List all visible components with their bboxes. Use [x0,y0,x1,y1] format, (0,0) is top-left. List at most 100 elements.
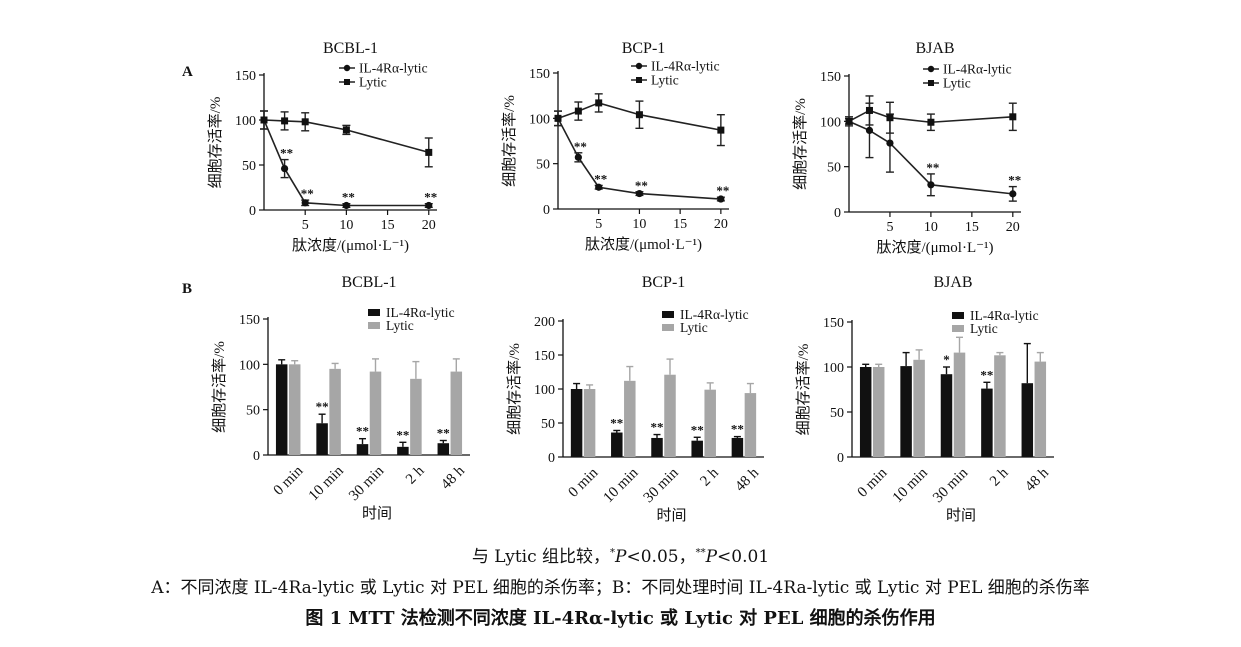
data-point-square [260,116,268,124]
legend-swatch [952,325,964,332]
x-axis-label: 肽浓度/(μmol·L⁻¹) [876,239,993,256]
chart-title: BCP-1 [642,274,686,291]
bar-0 [731,437,744,457]
y-tick-label: 100 [823,361,844,376]
bar-1 [704,389,716,457]
significance-mark: ** [1008,173,1021,188]
data-point-circle [574,153,582,161]
legend-label: IL-4Rα-lytic [386,305,455,320]
significance-mark: ** [396,427,409,442]
bar-1 [994,355,1006,457]
caption-p-symbol-1: P [615,547,627,567]
legend-swatch [662,311,674,318]
y-tick-label: 100 [820,115,841,130]
bar-0 [1021,383,1034,457]
bar-0 [611,432,623,457]
x-axis-label: 肽浓度/(μmol·L⁻¹) [292,237,409,254]
y-tick-label: 50 [541,417,555,432]
y-tick-label: 0 [253,449,260,464]
x-tick-label: 10 [339,218,353,233]
legend-label: Lytic [359,75,387,90]
bar-1 [288,364,301,455]
panel-label-a: A [182,64,193,80]
significance-mark: ** [356,424,369,439]
y-tick-label: 100 [239,358,260,373]
caption-significance: 与 Lytic 组比较，*P<0.05，**P<0.01 [0,542,1241,567]
bar-0 [316,423,328,455]
x-axis-label: 时间 [656,507,686,524]
panel-label-b: B [182,281,192,297]
caption-p-symbol-2: P [705,547,718,567]
caption-star-double: ** [695,547,706,559]
significance-mark: ** [926,160,939,175]
legend-marker-square [344,79,350,85]
y-tick-label: 0 [837,451,844,466]
legend-label: IL-4Rα-lytic [943,62,1012,77]
legend-marker-circle [343,64,351,72]
category-label: 48 h [1022,465,1052,495]
x-tick-label: 5 [302,218,309,233]
data-point-square [554,114,562,122]
data-point-square [717,126,725,134]
significance-mark: ** [574,139,587,154]
bar-chart-bjab: BJAB 0 50 100 150 细胞存活率/% 0 min 10 min * 30 min **… [795,274,1054,524]
significance-mark: ** [301,186,314,201]
chart-title: BJAB [915,40,954,57]
y-tick-label: 150 [529,67,550,82]
x-tick-label: 10 [924,220,938,235]
legend-label: Lytic [651,73,679,88]
significance-mark: ** [731,422,744,437]
legend-marker-circle [635,62,643,70]
legend-label: Lytic [680,320,708,335]
significance-mark: ** [716,183,729,198]
y-tick-label: 100 [235,114,256,129]
bar-1 [913,359,925,457]
caption-p-value-2: <0.01 [717,547,770,567]
legend-swatch [368,309,380,316]
bar-0 [981,388,993,457]
data-point-square [301,118,309,126]
bar-1 [664,374,676,457]
data-point-square [635,111,643,119]
significance-mark: ** [342,190,355,205]
category-label: 10 min [306,463,347,504]
line-chart-bjab: BJAB 0 50 100 150 细胞存活率/% 5 10 15 20 肽浓度/(μmol·L⁻¹… [792,40,1021,256]
caption-star-single: * [610,547,616,559]
bar-1 [872,367,885,457]
x-tick-label: 5 [886,220,893,235]
category-label: 10 min [890,465,931,506]
bar-0 [570,389,583,457]
bar-chart-bcbl-1: BCBL-1 0 50 100 150 细胞存活率/% 0 min ** 10 min ** 30 … [211,274,470,522]
legend-label: Lytic [970,321,998,336]
legend-swatch [368,322,380,329]
legend-label: IL-4Rα-lytic [970,308,1039,323]
bar-0 [356,444,369,455]
data-point-circle [342,201,350,210]
bar-0 [940,374,953,457]
legend-marker-square [636,77,642,83]
data-point-circle [280,165,289,173]
legend-label: Lytic [943,76,971,91]
y-tick-label: 150 [823,316,844,331]
legend-swatch [662,324,674,331]
y-tick-label: 100 [534,383,555,398]
y-axis-label: 细胞存活率/% [506,343,523,435]
bar-0 [651,437,663,457]
x-axis-label: 肽浓度/(μmol·L⁻¹) [585,236,702,253]
data-point-square [865,106,873,114]
line-chart-bcp-1: BCP-1 0 50 100 150 细胞存活率/% 5 10 15 20 肽浓度/(μmol·L⁻… [501,40,729,253]
y-tick-label: 200 [534,315,555,330]
chart-title: BCBL-1 [323,40,378,57]
bar-0 [859,367,872,457]
category-label: 48 h [438,463,468,493]
bar-1 [329,368,341,455]
y-axis-label: 细胞存活率/% [211,341,228,433]
data-point-circle [865,126,874,134]
bar-1 [583,389,596,457]
data-point-square [886,114,894,122]
bar-1 [953,352,966,457]
data-point-circle [425,201,433,210]
bar-0 [691,440,703,457]
data-point-square [1009,113,1017,121]
chart-title: BJAB [933,274,972,291]
